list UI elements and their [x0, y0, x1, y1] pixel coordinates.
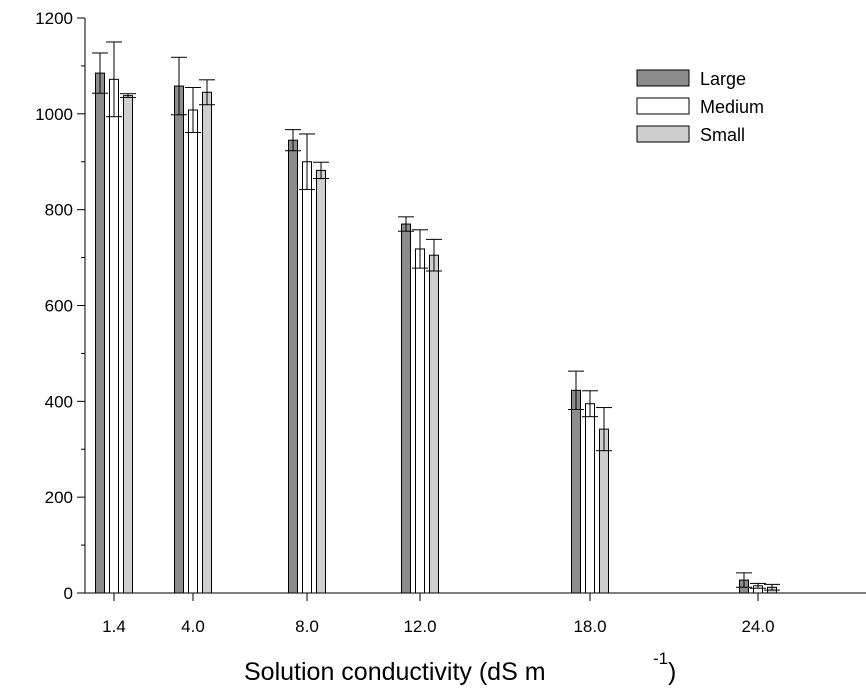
x-tick-label: 4.0 — [181, 617, 205, 636]
error-bar — [596, 407, 612, 452]
x-tick-label: 24.0 — [741, 617, 774, 636]
bar — [585, 403, 595, 594]
error-bar — [171, 56, 187, 116]
error-bar — [299, 133, 315, 191]
bar — [571, 389, 581, 594]
x-axis-label-superscript: -1 — [653, 649, 668, 668]
x-axis-label-text: Solution conductivity (dS m — [244, 658, 546, 686]
bar — [188, 109, 198, 594]
legend-label: Medium — [700, 97, 764, 117]
error-bar — [106, 41, 122, 118]
error-bar — [426, 238, 442, 272]
error-bar — [412, 229, 428, 269]
bar — [415, 248, 425, 594]
x-axis-label: Solution conductivity (dS m -1 ) — [244, 649, 676, 686]
bar — [95, 72, 105, 594]
error-bar — [764, 583, 780, 591]
legend-label: Small — [700, 125, 745, 145]
legend-item: Medium — [636, 97, 764, 117]
error-bar — [185, 86, 201, 134]
x-tick-label: 18.0 — [573, 617, 606, 636]
bar-series — [92, 41, 780, 594]
bar — [109, 78, 119, 594]
x-tick-label: 8.0 — [295, 617, 319, 636]
bar — [302, 161, 312, 594]
error-bar — [313, 161, 329, 180]
y-tick-label: 800 — [45, 201, 73, 220]
y-tick-label: 600 — [45, 297, 73, 316]
bar — [316, 169, 326, 594]
bar — [401, 223, 411, 594]
error-bar — [199, 79, 215, 106]
bar — [202, 91, 212, 594]
error-bar — [750, 582, 766, 589]
y-tick-label: 1000 — [35, 105, 73, 124]
error-bar — [398, 216, 414, 232]
y-tick-label: 400 — [45, 392, 73, 411]
y-tick-label: 1200 — [35, 9, 73, 28]
bar — [174, 85, 184, 594]
bar — [599, 428, 609, 594]
error-bar — [92, 52, 108, 94]
legend-swatch — [636, 125, 690, 143]
bar — [429, 254, 439, 594]
series-medium — [106, 41, 766, 594]
legend-swatch — [636, 69, 690, 87]
legend-item: Small — [636, 125, 745, 145]
y-axis-ticks: 0 200 400 600 800 1000 1200 — [35, 9, 85, 603]
error-bar — [736, 572, 752, 588]
legend-swatch — [636, 97, 690, 115]
bar — [288, 139, 298, 594]
series-large — [92, 52, 752, 594]
x-tick-label: 12.0 — [403, 617, 436, 636]
x-tick-label: 1.4 — [102, 617, 126, 636]
x-axis-label-suffix: ) — [668, 658, 676, 686]
error-bar — [582, 390, 598, 418]
legend-item: Large — [636, 69, 746, 89]
x-axis-ticks: 1.4 4.0 8.0 12.0 18.0 24.0 — [102, 593, 775, 636]
legend: Large Medium Small — [636, 69, 764, 145]
y-tick-label: 200 — [45, 488, 73, 507]
error-bar — [568, 370, 584, 410]
legend-label: Large — [700, 69, 746, 89]
bar — [123, 95, 133, 594]
error-bar — [120, 93, 136, 99]
error-bar — [285, 129, 301, 152]
series-small — [120, 79, 780, 594]
y-tick-label: 0 — [64, 584, 73, 603]
